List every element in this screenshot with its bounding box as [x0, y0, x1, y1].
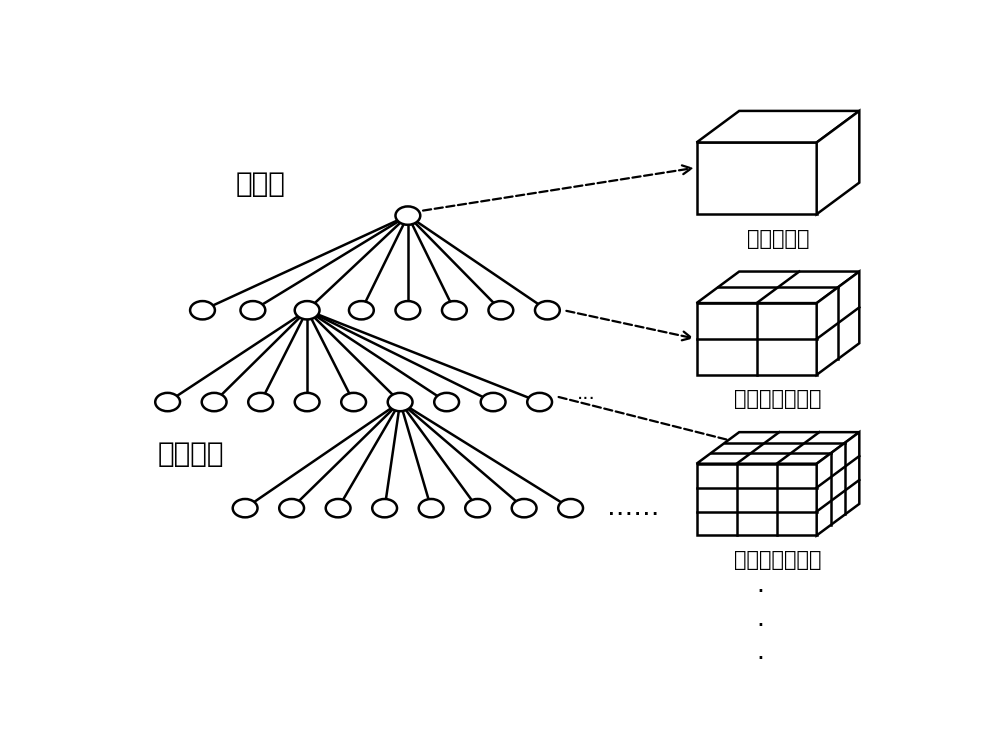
Circle shape — [295, 393, 320, 411]
Text: 叶子节点: 叶子节点 — [158, 440, 224, 468]
Circle shape — [155, 393, 180, 411]
Polygon shape — [817, 432, 859, 536]
Text: 根节点: 根节点 — [236, 170, 286, 198]
Polygon shape — [697, 271, 859, 303]
Circle shape — [442, 301, 467, 320]
Circle shape — [395, 206, 420, 225]
Circle shape — [341, 393, 366, 411]
Polygon shape — [697, 432, 859, 463]
Polygon shape — [697, 142, 817, 214]
Text: ·
·
·: · · · — [757, 580, 765, 671]
Circle shape — [202, 393, 227, 411]
Circle shape — [395, 301, 420, 320]
Polygon shape — [817, 271, 859, 375]
Polygon shape — [697, 111, 859, 142]
Circle shape — [434, 393, 459, 411]
Polygon shape — [817, 111, 859, 214]
Circle shape — [558, 499, 583, 517]
Circle shape — [388, 393, 413, 411]
Text: 第一层节点空间: 第一层节点空间 — [734, 389, 822, 409]
Circle shape — [248, 393, 273, 411]
Polygon shape — [697, 463, 817, 536]
Circle shape — [481, 393, 506, 411]
Circle shape — [512, 499, 537, 517]
Circle shape — [372, 499, 397, 517]
Circle shape — [233, 499, 258, 517]
Circle shape — [190, 301, 215, 320]
Circle shape — [279, 499, 304, 517]
Circle shape — [326, 499, 351, 517]
Circle shape — [240, 301, 265, 320]
Circle shape — [527, 393, 552, 411]
Text: ……: …… — [607, 495, 660, 522]
Circle shape — [349, 301, 374, 320]
Circle shape — [295, 301, 320, 320]
Text: ···: ··· — [577, 390, 596, 409]
Circle shape — [488, 301, 513, 320]
Circle shape — [535, 301, 560, 320]
Circle shape — [419, 499, 444, 517]
Text: 第二层节点空间: 第二层节点空间 — [734, 550, 822, 570]
Text: 根节点空间: 根节点空间 — [747, 229, 809, 249]
Circle shape — [465, 499, 490, 517]
Polygon shape — [697, 303, 817, 375]
